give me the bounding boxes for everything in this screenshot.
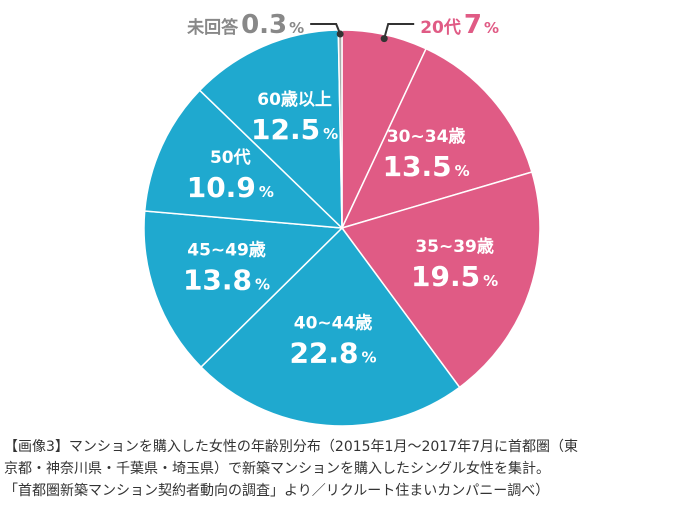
leader-line: [310, 23, 342, 35]
pie-chart: 30~34歳 13.5% 35~39歳 19.5% 40~44歳 22.8% 45~49歳 1…: [143, 10, 541, 427]
slice-value-label: 13.5%: [383, 150, 470, 183]
pie-slice-4: [199, 226, 461, 427]
slice-label: 30~34歳: [387, 126, 466, 147]
leader-line: [383, 23, 415, 39]
pie-slice-7: [198, 29, 343, 230]
slice-label: 40~44歳: [294, 312, 373, 333]
caption-line: 京都・神奈川県・千葉県・埼玉県）で新築マンションを購入したシングル女性を集計。: [4, 461, 550, 477]
slice-value-label: 22.8%: [289, 336, 376, 369]
caption-line: 【画像3】マンションを購入した女性の年齢別分布（2015年1月～2017年7月に…: [4, 439, 578, 455]
slice-value-label: 13.8%: [183, 264, 270, 297]
pie-slice-5: [143, 210, 344, 369]
pie-slice-6: [143, 89, 345, 229]
slice-value-label: 19.5%: [411, 260, 498, 293]
pie-slice-3: [340, 171, 541, 389]
slice-label: 45~49歳: [187, 240, 266, 261]
slice-value-label: 10.9%: [187, 171, 274, 204]
slice-label: 50代: [210, 147, 251, 168]
pie-slice-2: [340, 47, 533, 230]
slice-label: 35~39歳: [415, 236, 494, 257]
slice-value-label: 12.5%: [251, 113, 338, 146]
pie-chart-svg: 30~34歳 13.5 % 35~39歳 19.5 % 40~44歳 22.8 % 45~49歳 1…: [143, 10, 541, 427]
chart-caption: 【画像3】マンションを購入した女性の年齢別分布（2015年1月～2017年7月に…: [4, 436, 680, 502]
outside-slice-label: 20代 7%: [420, 10, 499, 40]
caption-line: 「首都圏新築マンション契約者動向の調査」より／リクルート住まいカンパニー調べ）: [4, 483, 550, 499]
outside-slice-label: 未回答 0.3%: [186, 10, 304, 40]
slice-label: 60歳以上: [257, 89, 332, 110]
